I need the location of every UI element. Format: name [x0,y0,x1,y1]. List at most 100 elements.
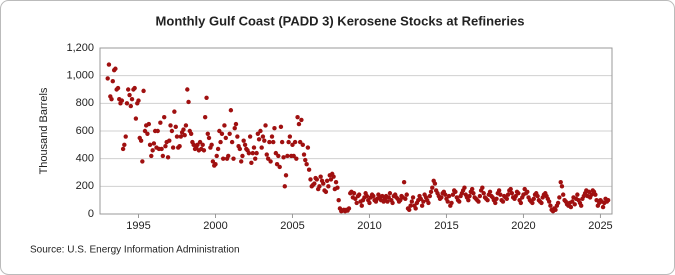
point [351,191,357,196]
point [481,191,486,196]
point [509,191,515,196]
point [457,199,462,204]
point [301,152,307,157]
point [586,189,592,195]
point [539,200,544,206]
point [493,200,498,206]
point [287,134,293,139]
point [387,191,393,196]
point [290,142,295,148]
point [233,121,239,127]
point [353,196,358,201]
x-tick-label: 2025 [588,220,612,232]
point [300,142,305,148]
point [195,142,200,148]
point [255,131,261,136]
point [125,87,131,92]
point [119,98,125,103]
point [500,199,506,204]
point [446,193,452,199]
point [317,184,322,189]
point [306,167,312,172]
point [271,139,276,145]
point [147,142,153,148]
point [201,148,207,153]
point [299,117,304,123]
point [250,150,255,156]
point [555,200,561,206]
point [354,200,359,206]
point [220,156,226,161]
y-tick-label: 0 [88,208,94,220]
point [413,206,418,211]
point [600,204,606,210]
point [439,195,444,200]
point [432,181,438,186]
point [516,191,521,196]
point [240,153,245,159]
point [105,76,110,81]
point [115,85,121,91]
point [167,138,172,143]
point [323,189,329,195]
y-tick-label: 600 [76,125,94,137]
point [430,185,435,190]
point [303,157,308,163]
point [403,196,408,201]
point [226,153,231,159]
point [579,203,584,208]
y-axis-label: Thousand Barrels [38,87,50,174]
point [356,192,362,197]
point [206,135,212,141]
point [253,156,258,161]
point [155,128,160,134]
point [219,131,225,136]
point [346,206,352,211]
point [170,145,176,150]
x-tick-label: 2020 [511,220,535,232]
point [178,134,184,139]
point [324,178,330,183]
point [129,96,135,102]
point [163,144,168,149]
point [262,138,267,143]
point [278,124,284,130]
point [127,92,132,98]
point [251,145,257,150]
point [258,128,263,134]
point [367,200,372,206]
point [264,152,269,157]
point [371,193,376,199]
point [385,199,390,204]
point [145,131,150,136]
x-tick-label: 2000 [203,220,227,232]
point [477,193,483,199]
point [128,103,133,109]
point [169,128,175,134]
point [535,193,540,199]
point [286,139,291,145]
point [110,79,115,84]
point [191,142,196,148]
point [122,142,127,148]
point [136,98,141,103]
point [263,123,268,128]
point [197,139,203,145]
point [476,199,481,204]
point [487,189,493,195]
point [445,199,450,204]
point [277,164,282,170]
point [427,193,433,199]
point [113,66,118,71]
point [485,197,490,203]
point [560,192,566,197]
point [462,185,467,190]
points [105,62,611,214]
point [314,177,320,182]
point [204,95,209,101]
point [386,195,391,200]
point [480,185,485,190]
